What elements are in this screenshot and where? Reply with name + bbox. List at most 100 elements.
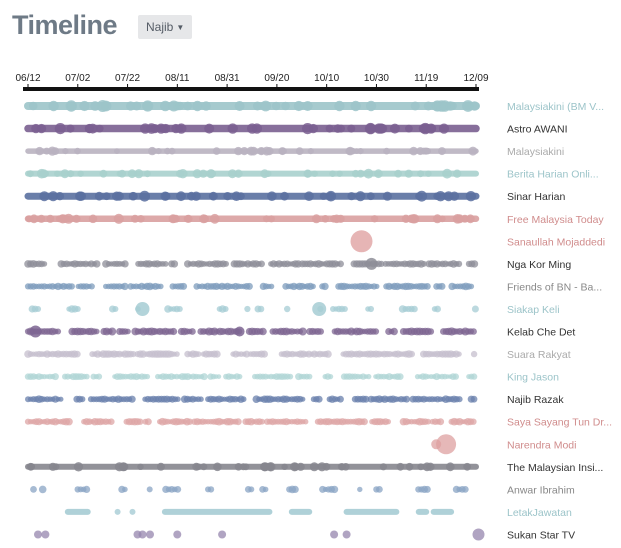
data-point[interactable]	[37, 214, 46, 223]
data-point[interactable]	[469, 101, 480, 111]
data-point[interactable]	[259, 418, 265, 425]
data-point[interactable]	[325, 124, 334, 133]
series-label[interactable]: Siakap Keli	[507, 304, 560, 316]
data-point[interactable]	[127, 169, 137, 179]
data-point[interactable]	[425, 418, 431, 425]
data-point[interactable]	[79, 100, 90, 112]
series-label[interactable]: Suara Rakyat	[507, 349, 571, 361]
data-point[interactable]	[472, 528, 485, 541]
data-point[interactable]	[437, 418, 445, 426]
data-point[interactable]	[322, 462, 331, 471]
data-point[interactable]	[144, 373, 151, 380]
data-point[interactable]	[118, 462, 128, 472]
data-point[interactable]	[75, 192, 85, 201]
data-point[interactable]	[416, 147, 425, 156]
data-point[interactable]	[303, 169, 312, 178]
data-point[interactable]	[227, 123, 238, 134]
data-point[interactable]	[243, 350, 251, 358]
data-point[interactable]	[403, 395, 411, 403]
data-point[interactable]	[43, 147, 51, 155]
data-point[interactable]	[54, 123, 66, 135]
data-point[interactable]	[438, 282, 446, 290]
data-point[interactable]	[159, 124, 169, 133]
data-point[interactable]	[48, 191, 59, 202]
data-point[interactable]	[336, 214, 345, 223]
data-point[interactable]	[427, 328, 435, 335]
data-point[interactable]	[129, 508, 136, 515]
data-point[interactable]	[470, 418, 477, 425]
series-label[interactable]: Astro AWANI	[507, 124, 567, 136]
data-point[interactable]	[435, 191, 446, 202]
data-point[interactable]	[87, 123, 98, 134]
data-point[interactable]	[247, 123, 258, 134]
data-point[interactable]	[266, 462, 276, 472]
data-point[interactable]	[363, 168, 374, 179]
data-point[interactable]	[319, 192, 328, 200]
data-point[interactable]	[62, 148, 69, 155]
data-point[interactable]	[187, 191, 196, 201]
data-point[interactable]	[160, 100, 171, 112]
data-point[interactable]	[420, 260, 427, 267]
data-point[interactable]	[417, 170, 425, 178]
data-point[interactable]	[41, 261, 48, 267]
data-point[interactable]	[128, 191, 138, 201]
data-point[interactable]	[465, 191, 477, 202]
data-point[interactable]	[126, 101, 136, 111]
data-point[interactable]	[131, 214, 139, 223]
data-point[interactable]	[180, 282, 188, 290]
data-point[interactable]	[409, 146, 418, 156]
data-point[interactable]	[438, 123, 450, 134]
series-label[interactable]: Malaysiakini	[507, 146, 564, 158]
data-point[interactable]	[271, 101, 281, 111]
data-point[interactable]	[438, 147, 446, 156]
data-point[interactable]	[143, 170, 151, 178]
data-point[interactable]	[29, 325, 42, 338]
data-point[interactable]	[176, 169, 184, 178]
data-point[interactable]	[470, 260, 479, 268]
data-point[interactable]	[121, 282, 129, 291]
data-point[interactable]	[456, 351, 462, 357]
data-point[interactable]	[63, 213, 74, 224]
data-point[interactable]	[200, 373, 208, 381]
data-point[interactable]	[93, 328, 100, 335]
data-point[interactable]	[41, 530, 50, 539]
data-point[interactable]	[122, 486, 128, 493]
data-point[interactable]	[442, 168, 452, 179]
data-point[interactable]	[311, 214, 321, 224]
data-point[interactable]	[244, 305, 251, 313]
data-point[interactable]	[317, 328, 325, 335]
data-point[interactable]	[168, 147, 176, 155]
data-point[interactable]	[58, 396, 64, 402]
data-point[interactable]	[158, 283, 164, 290]
data-point[interactable]	[379, 463, 387, 471]
data-point[interactable]	[278, 147, 286, 155]
data-point[interactable]	[234, 169, 243, 178]
data-point[interactable]	[306, 373, 313, 380]
data-point[interactable]	[424, 147, 431, 155]
data-point[interactable]	[258, 260, 265, 268]
data-point[interactable]	[144, 418, 152, 426]
data-point[interactable]	[280, 191, 289, 201]
data-point[interactable]	[355, 191, 366, 202]
data-point[interactable]	[329, 170, 336, 177]
data-point[interactable]	[471, 305, 479, 313]
data-point[interactable]	[264, 170, 272, 177]
data-point[interactable]	[176, 306, 183, 312]
data-point[interactable]	[77, 170, 84, 177]
data-point[interactable]	[452, 169, 462, 178]
data-point[interactable]	[108, 327, 117, 336]
series-label[interactable]: Berita Harian Onli...	[507, 169, 599, 181]
data-point[interactable]	[312, 302, 327, 316]
data-point[interactable]	[360, 418, 368, 426]
data-point[interactable]	[370, 215, 379, 223]
data-point[interactable]	[234, 463, 243, 471]
series-label[interactable]: Free Malaysia Today	[507, 214, 604, 226]
data-point[interactable]	[84, 373, 90, 380]
data-point[interactable]	[321, 215, 330, 223]
data-point[interactable]	[406, 214, 416, 223]
data-point[interactable]	[173, 530, 182, 539]
data-point[interactable]	[208, 170, 216, 178]
data-point[interactable]	[28, 101, 38, 111]
data-point[interactable]	[114, 508, 121, 515]
data-point[interactable]	[382, 191, 392, 201]
